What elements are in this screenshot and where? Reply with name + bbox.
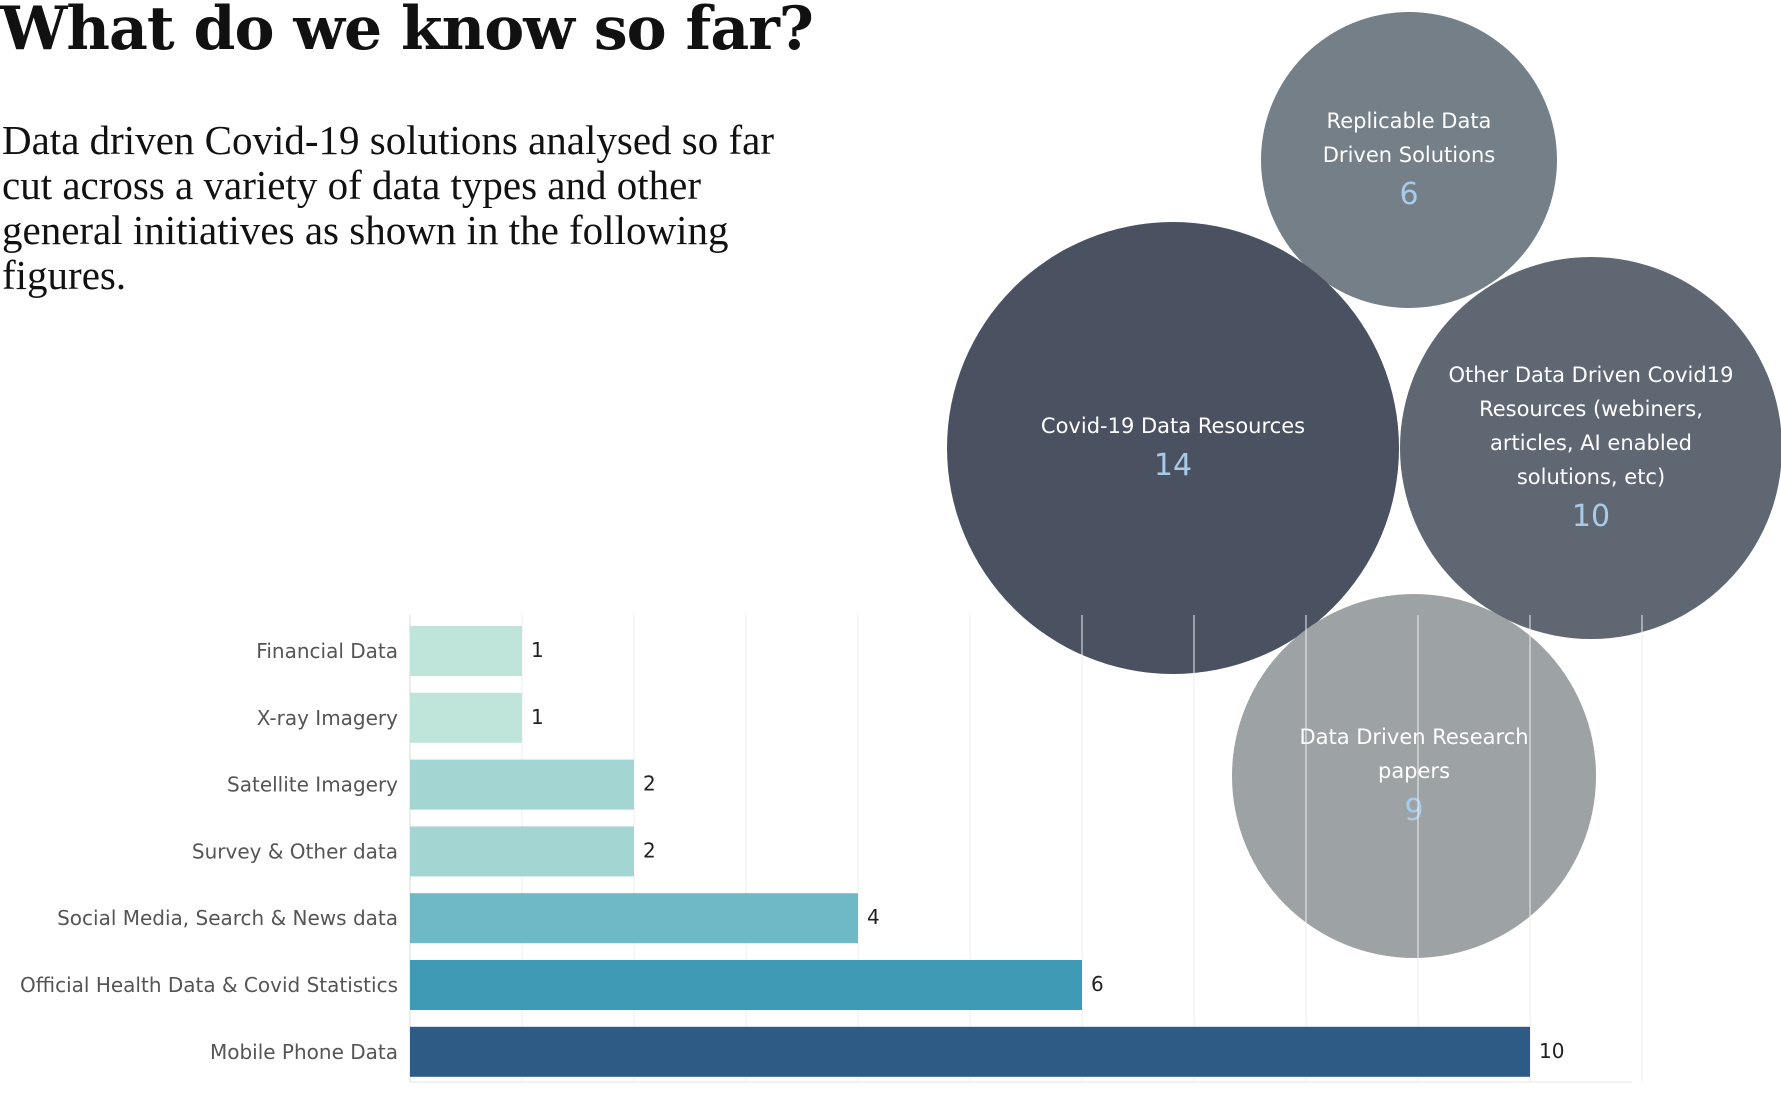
bubble-label: articles, AI enabled bbox=[1490, 431, 1692, 455]
bar bbox=[410, 626, 522, 676]
bar bbox=[410, 826, 634, 877]
bar-value-label: 1 bbox=[531, 638, 544, 662]
bar bbox=[410, 893, 858, 944]
bar bbox=[410, 960, 1082, 1010]
bubble-value: 6 bbox=[1399, 177, 1418, 212]
category-label: X-ray Imagery bbox=[257, 706, 398, 730]
bubble-label: Data Driven Research bbox=[1299, 725, 1528, 749]
bar bbox=[410, 1026, 1530, 1077]
category-label: Satellite Imagery bbox=[227, 773, 398, 797]
bubble-label: Other Data Driven Covid19 bbox=[1449, 363, 1734, 387]
bubble-label: Driven Solutions bbox=[1323, 143, 1495, 167]
bubble bbox=[1400, 257, 1781, 639]
bubble-value: 9 bbox=[1404, 793, 1423, 828]
page-title: What do we know so far? bbox=[0, 0, 814, 64]
bar-value-label: 2 bbox=[643, 772, 656, 796]
category-label: Financial Data bbox=[256, 639, 398, 663]
bar-value-label: 4 bbox=[867, 905, 880, 929]
category-label: Survey & Other data bbox=[192, 839, 398, 863]
bubble-label: papers bbox=[1378, 759, 1450, 783]
bubble bbox=[947, 222, 1399, 674]
bubble-label: solutions, etc) bbox=[1517, 465, 1665, 489]
bar bbox=[410, 692, 522, 743]
bubble-label: Covid-19 Data Resources bbox=[1041, 414, 1305, 438]
bar-value-label: 10 bbox=[1539, 1039, 1564, 1063]
bar-value-label: 2 bbox=[643, 838, 656, 862]
category-label: Official Health Data & Covid Statistics bbox=[20, 973, 398, 997]
bubble bbox=[1232, 594, 1596, 958]
bubble-label: Replicable Data bbox=[1327, 109, 1492, 133]
category-label: Social Media, Search & News data bbox=[57, 906, 398, 930]
bubble bbox=[1261, 12, 1557, 308]
bubble-value: 14 bbox=[1154, 448, 1192, 483]
bar-value-label: 6 bbox=[1091, 972, 1104, 996]
intro-paragraph: Data driven Covid-19 solutions analysed … bbox=[2, 117, 775, 298]
bubble-label: Resources (webiners, bbox=[1479, 397, 1703, 421]
bar-value-label: 1 bbox=[531, 705, 544, 729]
category-label: Mobile Phone Data bbox=[210, 1040, 398, 1064]
bubble-value: 10 bbox=[1572, 499, 1610, 534]
bar bbox=[410, 759, 634, 810]
